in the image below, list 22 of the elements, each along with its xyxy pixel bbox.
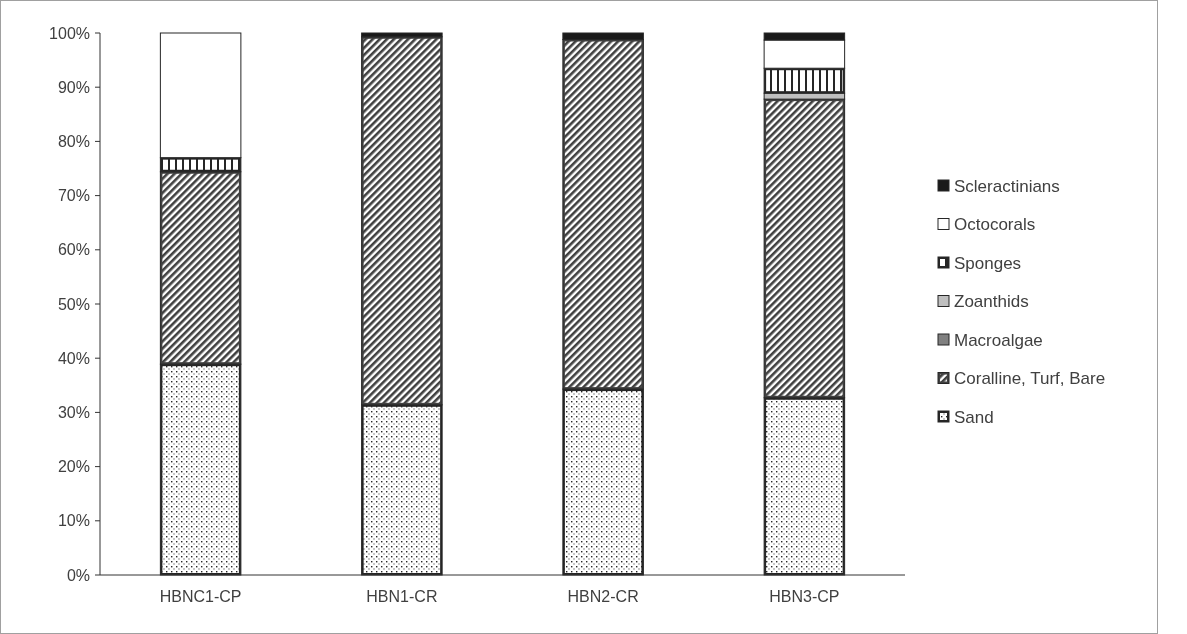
y-tick-label: 0% [66, 566, 90, 584]
x-tick-label: HBN3-CP [769, 588, 840, 605]
y-tick-label: 100% [49, 24, 90, 42]
y-tick-label: 80% [57, 133, 90, 150]
legend-label: Scleractinians [954, 176, 1060, 196]
y-tick-label: 90% [57, 78, 90, 96]
legend-label: Zoanthids [954, 292, 1029, 312]
y-tick-label: 60% [57, 241, 90, 259]
legend-label: Octocorals [954, 215, 1036, 235]
y-tick-label: 20% [57, 458, 90, 476]
legend-label: Sponges [954, 253, 1022, 273]
x-tick-label: HBNC1-CP [159, 588, 242, 605]
y-tick-label: 50% [57, 295, 90, 313]
y-tick-label: 70% [57, 187, 90, 205]
x-tick-label: HBN1-CR [366, 588, 438, 605]
legend-label: Macroalgae [954, 330, 1043, 350]
x-tick-label: HBN2-CR [567, 588, 639, 605]
y-tick-label: 40% [57, 349, 90, 367]
y-tick-label: 30% [57, 404, 90, 421]
y-tick-label: 10% [57, 512, 90, 530]
legend-label: Sand [954, 407, 994, 427]
legend-label: Coralline, Turf, Bare [954, 369, 1106, 389]
